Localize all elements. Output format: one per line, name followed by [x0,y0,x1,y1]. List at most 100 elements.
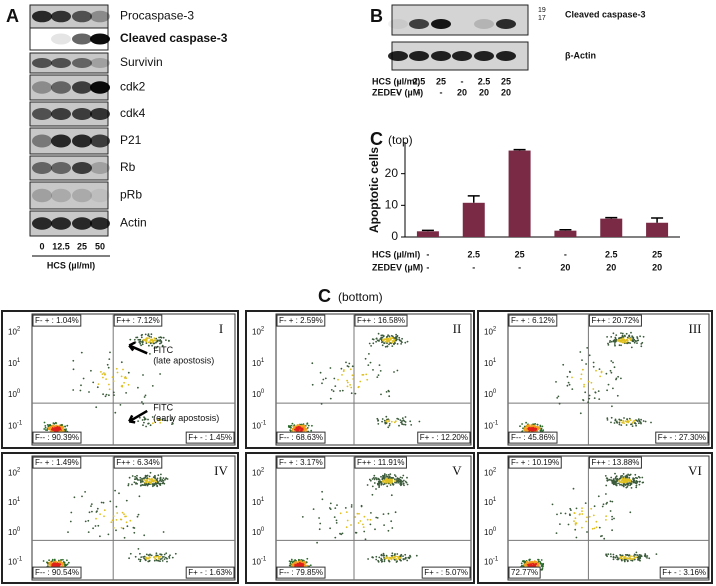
event-dot [365,374,367,376]
blot-band [51,11,71,23]
event-dot [574,529,576,531]
event-dot [389,473,391,475]
event-dot [601,371,603,373]
event-dot [121,361,123,363]
event-dot [143,416,145,418]
event-dot [599,527,601,529]
event-dot [128,483,130,485]
event-dot [632,422,634,424]
event-dot [615,557,617,559]
event-dot [630,419,632,421]
event-dot [74,496,76,498]
event-dot [356,532,358,534]
event-dot [386,474,388,476]
event-dot [531,426,533,428]
event-dot [621,559,623,561]
event-dot [567,385,569,387]
event-dot [136,477,138,479]
event-dot [390,557,392,559]
event-dot [91,503,93,505]
event-dot [54,559,56,561]
event-dot [606,502,608,504]
event-dot [573,520,575,522]
event-dot [621,485,623,487]
event-dot [625,554,627,556]
event-dot [378,374,380,376]
event-dot [628,342,630,344]
event-dot [151,333,153,335]
event-dot [380,484,382,486]
event-dot [292,429,294,431]
event-dot [375,488,377,490]
event-dot [620,341,622,343]
event-dot [136,483,138,485]
bar [600,219,622,237]
event-dot [620,557,622,559]
event-dot [127,525,129,527]
event-dot [582,399,584,401]
event-dot [630,332,632,334]
row-value: 2.5 [478,76,491,86]
event-dot [387,426,389,428]
event-dot [303,425,305,427]
event-dot [637,481,639,483]
event-dot [556,514,558,516]
event-dot [394,554,396,556]
event-dot [385,478,387,480]
event-dot [386,476,388,478]
event-dot [526,429,528,431]
event-dot [606,389,608,391]
event-dot [98,383,100,385]
event-dot [102,373,104,375]
blot-band [72,58,92,68]
event-dot [137,420,139,422]
event-dot [113,515,115,517]
event-dot [350,387,352,389]
event-dot [560,512,562,514]
event-dot [109,501,111,503]
event-dot [583,384,585,386]
tick-exponent: -1 [17,420,23,426]
event-dot [91,511,93,513]
event-dot [596,526,598,528]
event-dot [640,345,642,347]
panel-numeral: II [453,321,462,336]
event-dot [391,559,393,561]
quadrant-label: F++ : 11.91% [357,458,404,467]
event-dot [321,491,323,493]
event-dot [404,554,406,556]
event-dot [143,558,145,560]
event-dot [631,558,633,560]
event-dot [622,420,624,422]
event-dot [587,401,589,403]
event-dot [606,336,608,338]
event-dot [45,429,47,431]
event-dot [419,421,421,423]
event-dot [310,564,312,566]
tick-exponent: -1 [493,420,499,426]
event-dot [370,524,372,526]
event-dot [99,513,101,515]
event-dot [586,531,588,533]
blot-band [72,135,92,148]
event-dot [540,430,542,432]
event-dot [149,340,151,342]
quadrant-label: F+ - : 5.07% [424,568,468,577]
event-dot [72,389,74,391]
chart-title: C [370,129,383,149]
event-dot [624,561,626,563]
event-dot [154,340,156,342]
event-dot [625,480,627,482]
event-dot [143,479,145,481]
event-dot [43,428,45,430]
event-dot [379,364,381,366]
blot-band [51,162,71,174]
event-dot [48,559,50,561]
event-dot [521,563,523,565]
event-dot [150,479,152,481]
event-dot [601,535,603,537]
event-dot [622,336,624,338]
event-dot [289,560,291,562]
error-bar [605,218,617,219]
event-dot [95,518,97,520]
